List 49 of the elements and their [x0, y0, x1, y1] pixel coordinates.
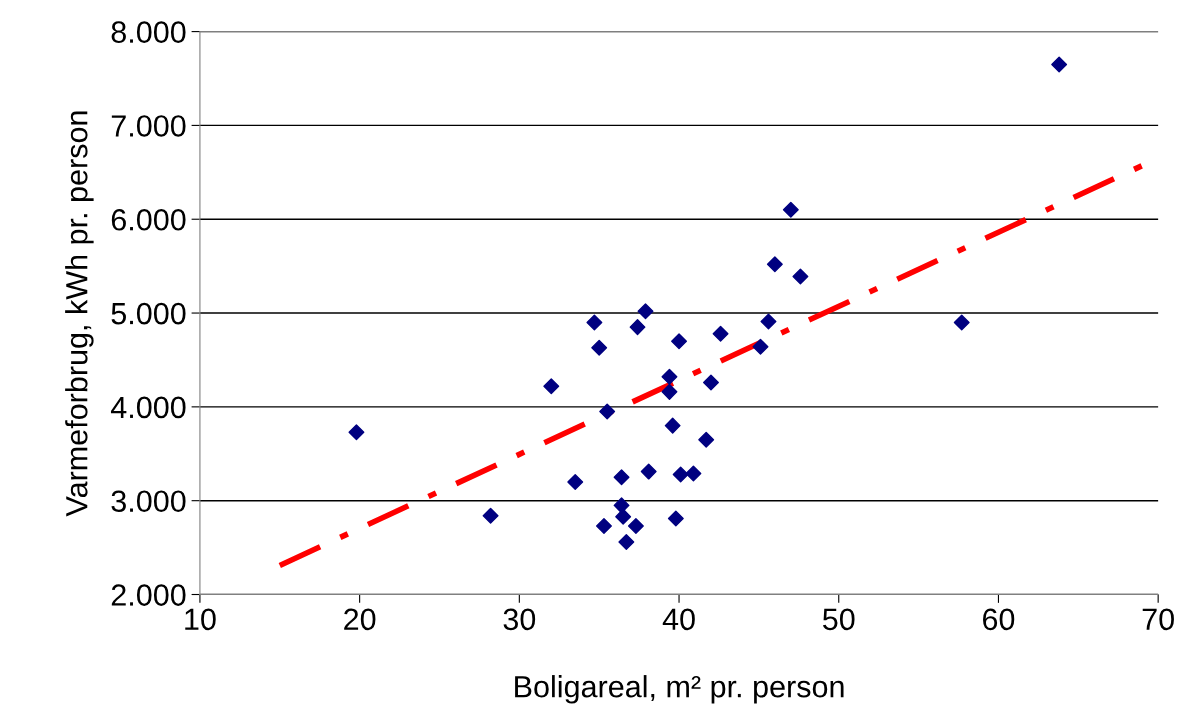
point [782, 201, 799, 218]
x-tick-label: 10 [185, 608, 216, 631]
point [596, 518, 612, 534]
point [613, 497, 630, 514]
point [667, 510, 684, 527]
point [613, 469, 630, 486]
y-tick-label: 4.000 [110, 396, 186, 419]
point [629, 319, 646, 336]
point [661, 368, 678, 385]
point [712, 325, 729, 342]
point [661, 383, 678, 400]
point [766, 256, 783, 273]
point [703, 374, 719, 391]
y-tick-label: 2.000 [111, 584, 186, 606]
point [760, 313, 777, 330]
point [615, 508, 632, 525]
point [672, 466, 689, 483]
point [348, 424, 365, 441]
point [637, 303, 654, 320]
point [953, 314, 970, 331]
point [698, 431, 715, 448]
y-axis-title: Varmeforbrug, kWh pr. person [65, 111, 94, 517]
y-tick-label: 8.000 [111, 21, 186, 43]
x-tick-label: 30 [503, 608, 536, 631]
point [792, 268, 809, 285]
x-tick-label: 70 [1142, 608, 1174, 631]
x-tick-label: 40 [662, 608, 695, 631]
x-axis-title: Boligareal, m² pr. person [515, 675, 844, 704]
point [671, 333, 688, 350]
y-tick-label: 3.000 [111, 490, 186, 513]
point [482, 507, 499, 524]
point [586, 314, 603, 331]
point [599, 403, 616, 420]
y-tick-label: 6.000 [111, 208, 186, 231]
point [1051, 56, 1068, 73]
y-tick-label: 5.000 [111, 302, 186, 325]
point [685, 465, 702, 482]
point [664, 417, 681, 434]
point [618, 533, 635, 550]
x-tick-label: 60 [983, 608, 1015, 631]
x-tick-label: 20 [344, 608, 376, 631]
point [640, 463, 657, 480]
point [627, 518, 644, 534]
point [752, 338, 769, 355]
y-tick-label: 7.000 [111, 115, 186, 137]
point [567, 473, 584, 490]
point [543, 378, 560, 395]
x-tick-label: 50 [822, 608, 855, 631]
point [591, 339, 608, 356]
